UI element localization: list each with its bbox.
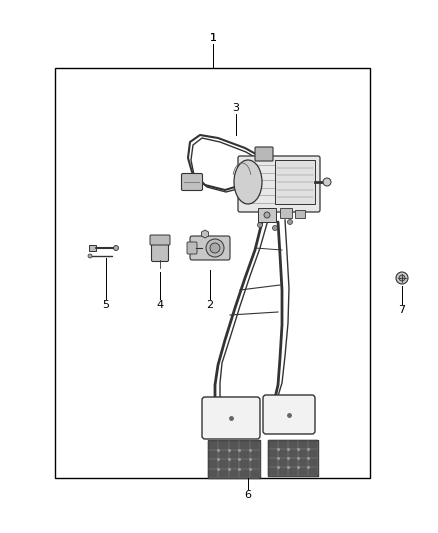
FancyBboxPatch shape: [263, 395, 315, 434]
Bar: [268, 440, 318, 476]
Bar: [208, 440, 260, 478]
Bar: [280, 208, 292, 218]
FancyBboxPatch shape: [152, 240, 169, 262]
Bar: [89, 245, 96, 251]
Text: 6: 6: [244, 490, 251, 500]
FancyBboxPatch shape: [190, 236, 230, 260]
Ellipse shape: [234, 160, 262, 204]
Text: 1: 1: [209, 33, 216, 43]
Circle shape: [113, 246, 119, 251]
FancyBboxPatch shape: [187, 242, 197, 254]
Text: 3: 3: [233, 103, 240, 113]
Circle shape: [210, 243, 220, 253]
Bar: [275, 160, 315, 204]
Circle shape: [399, 275, 405, 281]
Bar: [295, 210, 305, 218]
FancyBboxPatch shape: [238, 156, 320, 212]
FancyBboxPatch shape: [202, 397, 260, 439]
Text: 5: 5: [102, 300, 110, 310]
FancyBboxPatch shape: [181, 174, 202, 190]
FancyBboxPatch shape: [255, 147, 273, 161]
Bar: [55, 68, 370, 478]
Circle shape: [264, 212, 270, 218]
Text: 4: 4: [156, 300, 163, 310]
Circle shape: [206, 239, 224, 257]
Circle shape: [287, 220, 293, 224]
Text: 2: 2: [206, 300, 214, 310]
Text: 1: 1: [209, 33, 216, 43]
Bar: [258, 208, 276, 222]
Text: 7: 7: [399, 305, 406, 315]
Circle shape: [396, 272, 408, 284]
Circle shape: [323, 178, 331, 186]
Circle shape: [88, 254, 92, 258]
FancyBboxPatch shape: [150, 235, 170, 245]
Circle shape: [272, 225, 278, 230]
Circle shape: [258, 222, 262, 228]
